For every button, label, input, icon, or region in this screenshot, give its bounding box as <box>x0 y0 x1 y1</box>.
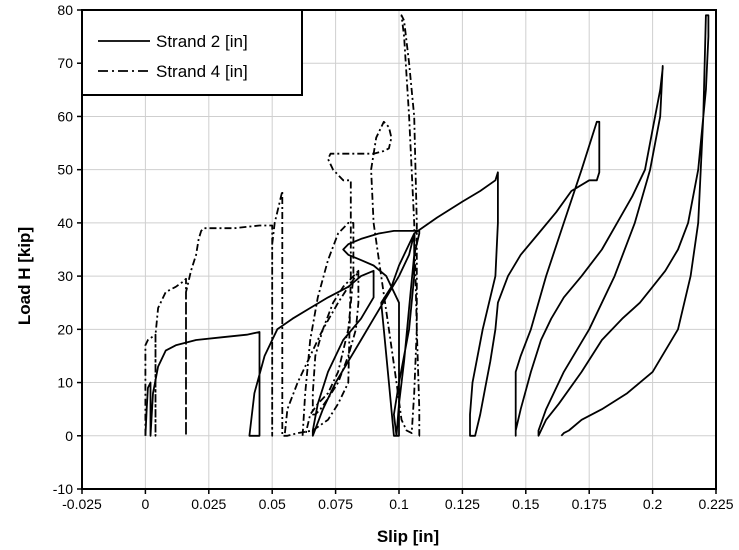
series-line-strand-2 <box>144 14 710 437</box>
y-tick-label-3: 20 <box>57 321 73 337</box>
y-tick-label-0: -10 <box>53 481 73 497</box>
legend-box <box>81 9 303 96</box>
series-line-strand-4 <box>144 14 421 437</box>
x-tick-label-2: 0.025 <box>191 496 226 512</box>
y-axis-title: Load H [kip] <box>15 227 34 325</box>
y-tick-label-1: 0 <box>65 428 73 444</box>
y-tick-label-2: 10 <box>57 375 73 391</box>
x-tick-label-6: 0.125 <box>445 496 480 512</box>
x-tick-label-1: 0 <box>142 496 150 512</box>
x-tick-label-3: 0.05 <box>259 496 286 512</box>
y-tick-label-6: 50 <box>57 162 73 178</box>
series-layer <box>144 14 710 437</box>
legend-label-strand-4: Strand 4 [in] <box>156 62 248 81</box>
y-tick-label-7: 60 <box>57 108 73 124</box>
x-tick-labels: -0.025 0 0.025 0.05 0.075 0.1 0.125 0.15 0.175 0.… <box>62 489 734 512</box>
legend: Strand 2 [in] Strand 4 [in] <box>81 9 303 96</box>
y-tick-label-8: 70 <box>57 55 73 71</box>
x-tick-label-9: 0.2 <box>643 496 663 512</box>
x-tick-label-8: 0.175 <box>572 496 607 512</box>
series-line-strand-4-loop-0 <box>284 269 360 434</box>
y-tick-label-4: 30 <box>57 268 73 284</box>
y-tick-labels: -10 0 10 20 30 40 50 60 70 80 <box>53 2 82 497</box>
series-line-strand-4-loop-1 <box>301 222 355 437</box>
y-tick-label-9: 80 <box>57 2 73 18</box>
legend-label-strand-2: Strand 2 [in] <box>156 32 248 51</box>
y-tick-label-5: 40 <box>57 215 73 231</box>
x-tick-label-10: 0.225 <box>698 496 733 512</box>
x-tick-label-5: 0.1 <box>389 496 409 512</box>
x-tick-label-0: -0.025 <box>62 496 102 512</box>
x-tick-label-7: 0.15 <box>512 496 539 512</box>
x-tick-label-4: 0.075 <box>318 496 353 512</box>
x-axis-title: Slip [in] <box>377 527 439 546</box>
